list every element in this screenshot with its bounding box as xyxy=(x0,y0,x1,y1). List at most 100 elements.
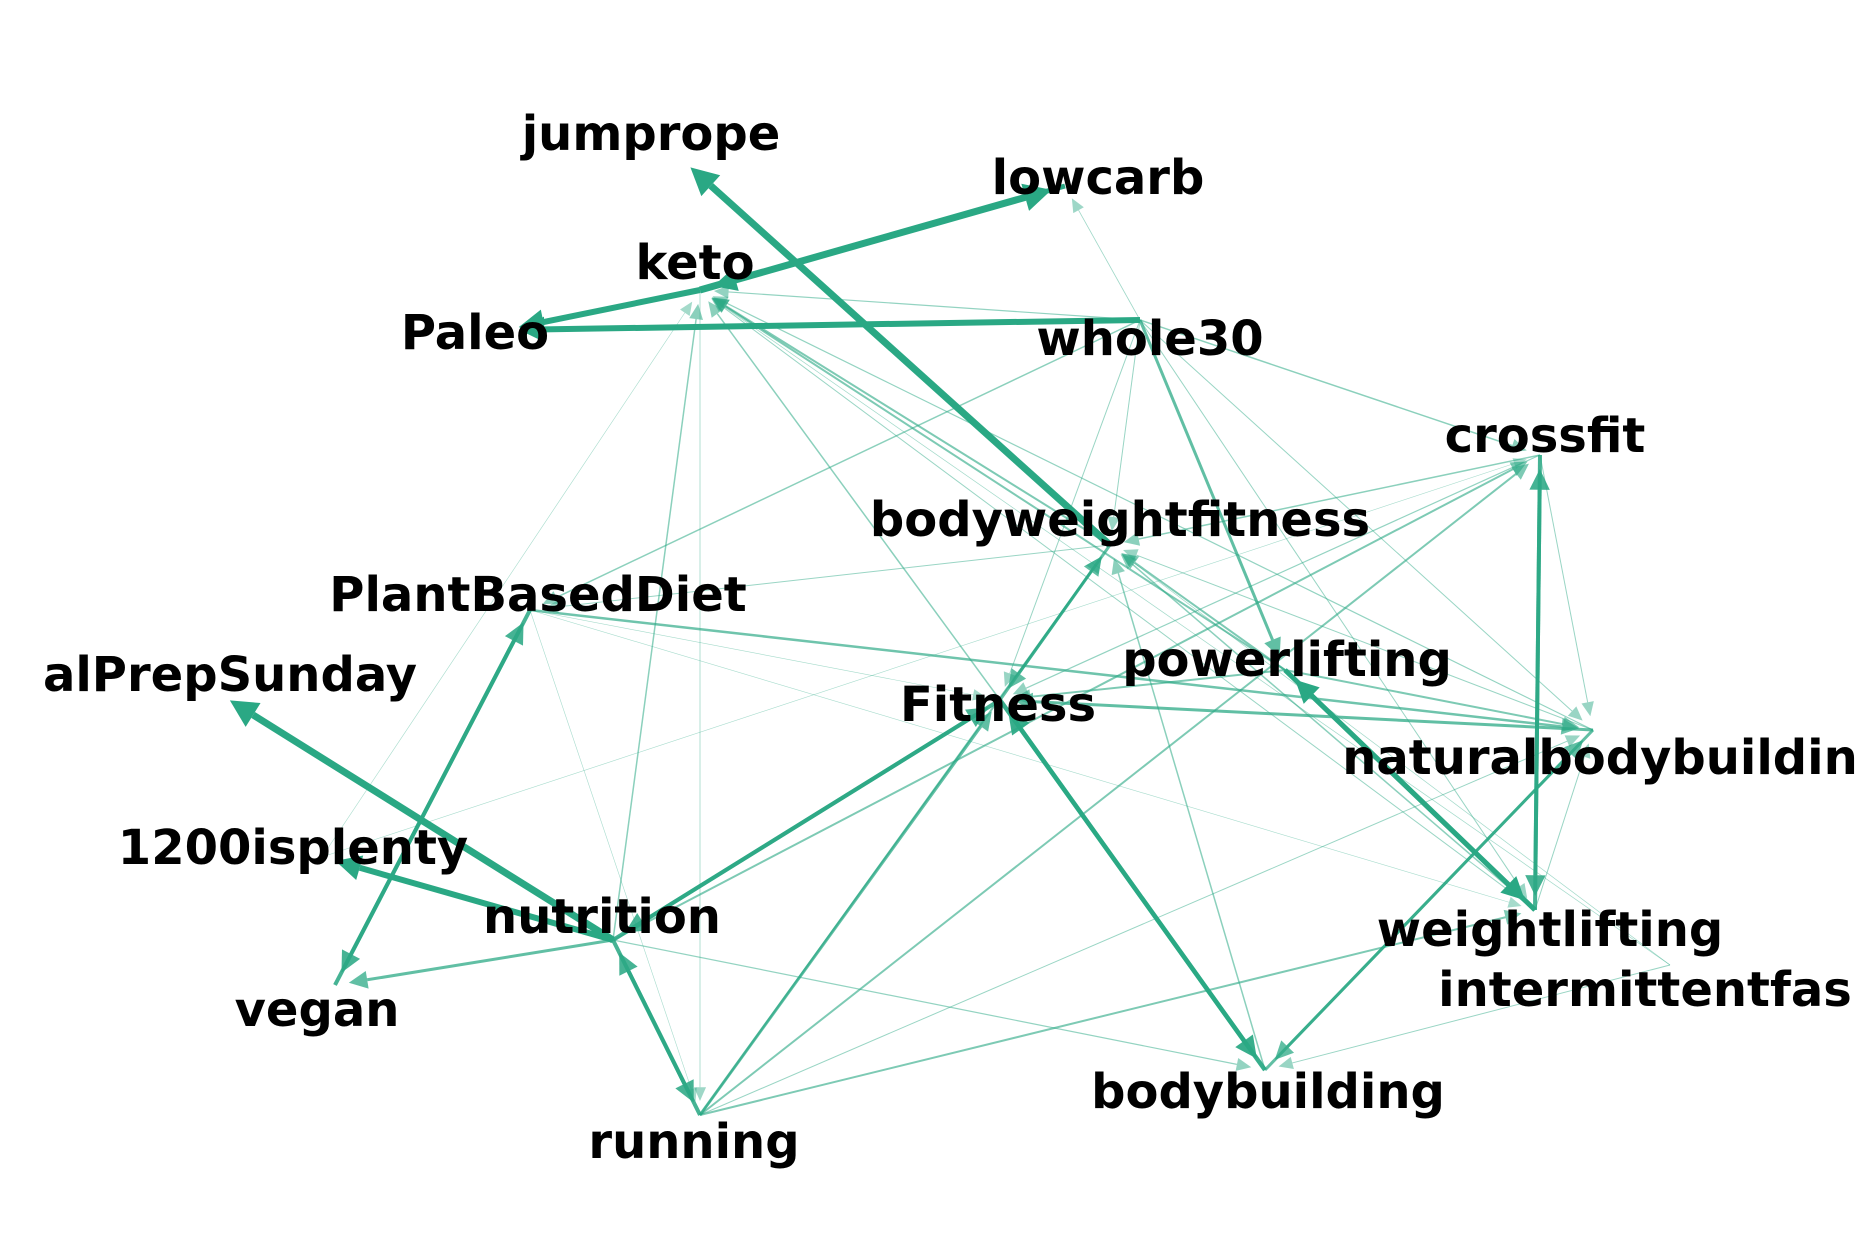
edge-line xyxy=(725,305,1111,546)
edge-line xyxy=(321,312,686,858)
arrowhead-icon xyxy=(335,855,364,881)
edge-naturalbodybuilding-to-Fitness xyxy=(1013,692,1594,732)
node-label-bodybuilding: bodybuilding xyxy=(1091,1064,1445,1120)
edge-1200isplenty-to-crossfit xyxy=(321,458,1527,858)
edge-line xyxy=(716,313,1001,701)
arrowhead-icon xyxy=(972,689,987,701)
node-label-MealPrepSunday: alPrepSunday xyxy=(43,647,417,703)
edge-line xyxy=(1019,727,1267,1072)
edge-running-to-nutrition xyxy=(619,952,702,1116)
arrowhead-icon xyxy=(1123,549,1139,561)
edge-line xyxy=(1533,489,1542,911)
node-label-running: running xyxy=(588,1114,799,1170)
arrowhead-icon xyxy=(711,298,727,312)
edge-line xyxy=(708,183,1113,548)
arrowhead-icon xyxy=(341,949,361,973)
node-label-vegan: vegan xyxy=(235,982,400,1038)
arrowhead-icon xyxy=(1567,706,1583,721)
edge-line xyxy=(1078,210,1141,321)
edge-line xyxy=(699,472,1517,1116)
arrowhead-icon xyxy=(1111,558,1125,576)
edge-whole30-to-PlantBasedDiet xyxy=(542,319,1141,604)
edge-line xyxy=(1286,728,1595,1048)
arrowhead-icon xyxy=(693,1087,707,1101)
edge-line xyxy=(699,916,1506,1116)
arrowhead-icon xyxy=(965,707,989,728)
edge-line xyxy=(728,291,1141,321)
edge-bodybuilding-to-bodyweightfitness xyxy=(1111,558,1266,1071)
edge-running-to-crossfit xyxy=(699,463,1529,1116)
arrowhead-icon xyxy=(1581,701,1594,717)
arrowhead-icon xyxy=(543,600,559,614)
arrowhead-icon xyxy=(690,167,721,197)
edge-weightlifting-to-powerlifting xyxy=(1295,679,1537,912)
edge-line xyxy=(612,939,1238,1065)
edge-keto-to-running xyxy=(693,290,707,1101)
edge-line xyxy=(626,970,702,1116)
edge-1200isplenty-to-keto xyxy=(321,301,693,858)
edge-powerlifting-to-naturalbodybuilding xyxy=(1284,669,1580,732)
edge-Fitness-to-keto xyxy=(708,301,1001,701)
edge-line xyxy=(612,318,697,941)
edge-line xyxy=(1136,554,1594,731)
edge-line xyxy=(1292,964,1671,1064)
edge-PlantBasedDiet-to-vegan xyxy=(341,609,532,973)
arrowhead-icon xyxy=(619,952,638,976)
arrowhead-icon xyxy=(1121,553,1136,567)
edge-whole30-to-lowcarb xyxy=(1071,198,1141,321)
node-label-lowcarb: lowcarb xyxy=(992,150,1205,206)
edge-PlantBasedDiet-to-Fitness xyxy=(529,609,987,701)
arrowhead-icon xyxy=(1511,463,1529,480)
edge-line xyxy=(251,711,615,943)
edge-whole30-to-Paleo xyxy=(518,316,1141,343)
node-label-intermittentfasting: intermittentfas xyxy=(1438,962,1852,1018)
edge-line xyxy=(358,864,614,943)
edge-running-to-Fitness xyxy=(698,711,992,1116)
arrowhead-icon xyxy=(1274,1040,1295,1060)
arrowhead-icon xyxy=(1235,1057,1252,1071)
arrowhead-icon xyxy=(1120,554,1137,570)
edge-line xyxy=(1138,319,1274,641)
edge-line xyxy=(1117,572,1266,1071)
edge-line xyxy=(1539,454,1589,703)
arrowhead-icon xyxy=(708,301,723,318)
edge-whole30-to-bodyweightfitness xyxy=(1107,319,1141,532)
edge-bodybuilding-to-Fitness xyxy=(1008,711,1267,1072)
edge-crossfit-to-Fitness xyxy=(1012,454,1541,695)
edge-whole30-to-powerlifting xyxy=(1138,319,1281,658)
edge-whole30-to-weightlifting xyxy=(1139,319,1528,899)
edge-line xyxy=(529,609,692,1090)
edge-line xyxy=(529,608,1562,728)
node-label-bodyweightfitness: bodyweightfitness xyxy=(870,492,1370,548)
edge-PlantBasedDiet-to-weightlifting xyxy=(529,609,1522,908)
arrowhead-icon xyxy=(1503,909,1522,925)
edge-nutrition-to-vegan xyxy=(348,938,614,989)
edge-bodyweightfitness-to-PlantBasedDiet xyxy=(543,544,1111,614)
edge-line xyxy=(1284,669,1564,726)
node-label-naturalbodybuilding: naturalbodybuildin xyxy=(1342,730,1858,786)
edge-line xyxy=(724,305,1286,671)
graph-nodes: jumprope lowcarb keto Paleo whole30 crossfit b… xyxy=(43,106,1858,1170)
edge-line xyxy=(544,317,1141,333)
edge-intermittentfasting-to-bodyweightfitness xyxy=(1121,553,1671,966)
node-label-nutrition: nutrition xyxy=(483,889,721,945)
edge-crossfit-to-bodyweightfitness xyxy=(1123,454,1541,546)
arrowhead-icon xyxy=(542,591,560,604)
arrowhead-icon xyxy=(1012,682,1029,695)
edge-line xyxy=(725,302,1594,731)
edge-line xyxy=(321,463,1515,858)
arrowhead-icon xyxy=(1295,679,1320,704)
arrowhead-icon xyxy=(711,297,726,311)
edge-line xyxy=(542,287,701,326)
edge-crossfit-to-naturalbodybuilding xyxy=(1539,454,1594,717)
edge-whole30-to-naturalbodybuilding xyxy=(1139,319,1583,721)
node-label-keto: keto xyxy=(635,235,754,291)
edge-line xyxy=(1138,454,1541,540)
edge-lowcarb-to-keto xyxy=(713,183,1066,291)
edge-line xyxy=(1025,454,1541,689)
edge-nutrition-to-bodybuilding xyxy=(612,939,1252,1071)
arrowhead-icon xyxy=(1507,896,1522,908)
arrowhead-icon xyxy=(1578,743,1591,759)
arrowhead-icon xyxy=(712,296,729,309)
